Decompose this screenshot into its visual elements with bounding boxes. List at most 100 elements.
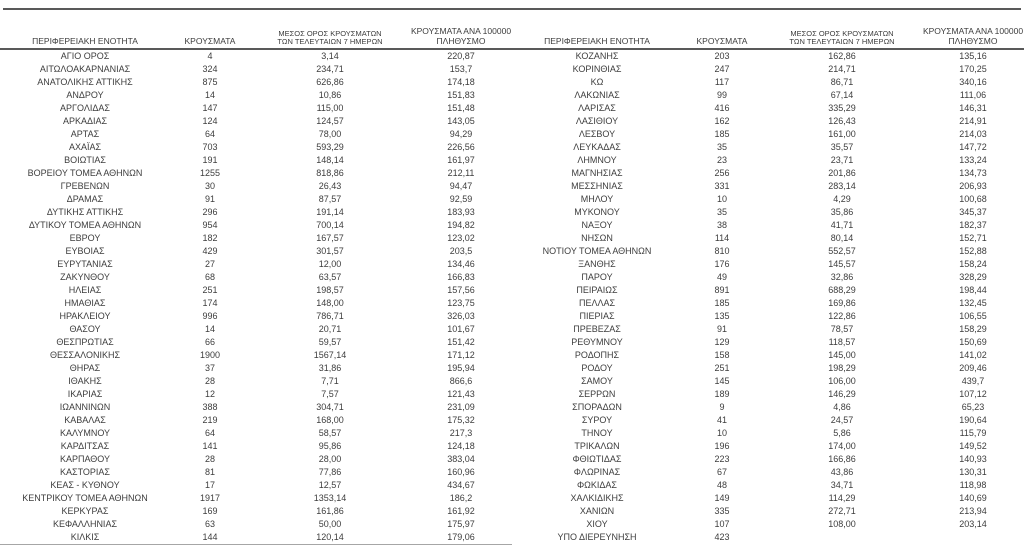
region-name: ΠΕΙΡΑΙΩΣ [576,285,618,295]
per100k-value: 213,94 [959,506,987,516]
avg7-value: 168,00 [316,415,344,425]
per100k-value: 107,12 [959,389,987,399]
table-row: ΡΟΔΟΠΗΣ 158 145,00 141,02 [512,349,1024,362]
table-row: ΛΗΜΝΟΥ 23 23,71 133,24 [512,154,1024,167]
cases-value: 4 [207,51,213,61]
region-name: ΜΕΣΣΗΝΙΑΣ [571,181,623,191]
avg7-value: 283,14 [828,181,856,191]
avg7-value: 12,57 [318,480,342,490]
column-header-per100k-line2: ΠΛΗΘΥΣΜΟ [948,36,998,47]
cases-value: 129 [714,337,730,347]
table-row: ΑΓΙΟ ΟΡΟΣ 4 3,14 220,87 [0,50,512,63]
right-table: ΠΕΡΙΦΕΡΕΙΑΚΗ ΕΝΟΤΗΤΑ ΚΡΟΥΣΜΑΤΑ ΜΕΣΟΣ ΟΡΟ… [512,12,1024,545]
region-name: ΣΑΜΟΥ [581,376,613,386]
per100k-value: 226,56 [447,142,475,152]
avg7-value [762,531,922,544]
region-name: ΛΗΜΝΟΥ [577,155,617,165]
region-name: ΑΙΤΩΛΟΑΚΑΡΝΑΝΙΑΣ [39,64,131,74]
table-row: ΚΑΣΤΟΡΙΑΣ 81 77,86 160,96 [0,466,512,479]
avg7-value: 4,29 [833,194,851,204]
table-row: ΒΟΙΩΤΙΑΣ 191 148,14 161,97 [0,154,512,167]
cases-value: 162 [714,116,730,126]
table-row: ΚΑΡΔΙΤΣΑΣ 141 95,86 124,18 [0,440,512,453]
table-row: ΧΑΝΙΩΝ 335 272,71 213,94 [512,505,1024,518]
per100k-value: 866,6 [449,376,473,386]
region-name: ΚΑΒΑΛΑΣ [64,415,106,425]
avg7-value: 148,14 [316,155,344,165]
avg7-value: 34,71 [830,480,854,490]
cases-value: 324 [202,64,218,74]
table-row: ΣΥΡΟΥ 41 24,57 190,64 [512,414,1024,427]
region-name: ΜΑΓΝΗΣΙΑΣ [571,168,623,178]
per100k-value: 160,96 [447,467,475,477]
region-name: ΚΑΛΥΜΝΟΥ [59,428,111,438]
cases-value: 17 [204,480,215,490]
per100k-value: 340,16 [959,77,987,87]
cases-value: 875 [202,77,218,87]
region-name: ΦΘΙΩΤΙΔΑΣ [572,454,622,464]
region-name: ΤΗΝΟΥ [581,428,613,438]
region-name: ΝΑΞΟΥ [581,220,613,230]
cases-value: 41 [716,415,727,425]
cases-value: 144 [202,532,218,542]
per100k-value: 153,7 [449,64,473,74]
cases-value: 996 [202,311,218,321]
per100k-value: 214,03 [959,129,987,139]
region-name: ΞΑΝΘΗΣ [578,259,616,269]
avg7-value: 301,57 [316,246,344,256]
table-row: ΝΟΤΙΟΥ ΤΟΜΕΑ ΑΘΗΝΩΝ 810 552,57 152,88 [512,245,1024,258]
avg7-value: 120,14 [316,532,344,542]
per100k-value: 151,83 [447,90,475,100]
table-row: ΜΗΛΟΥ 10 4,29 100,68 [512,193,1024,206]
avg7-value: 198,57 [316,285,344,295]
region-name: ΚΕΡΚΥΡΑΣ [61,506,109,516]
per100k-value: 182,37 [959,220,987,230]
cases-value: 810 [714,246,730,256]
per100k-value: 383,04 [447,454,475,464]
region-name: ΡΟΔΟΠΗΣ [574,350,620,360]
table-row: ΘΗΡΑΣ 37 31,86 195,94 [0,362,512,375]
per100k-value: 194,82 [447,220,475,230]
avg7-value: 7,57 [321,389,339,399]
region-name: ΙΚΑΡΙΑΣ [67,389,103,399]
region-name: ΧΑΝΙΩΝ [579,506,615,516]
avg7-value: 162,86 [828,51,856,61]
table-row: ΤΡΙΚΑΛΩΝ 196 174,00 149,52 [512,440,1024,453]
avg7-value: 198,29 [828,363,856,373]
cases-value: 99 [716,90,727,100]
per100k-value: 135,16 [959,51,987,61]
region-name: ΚΑΡΔΙΤΣΑΣ [60,441,110,451]
table-row: ΓΡΕΒΕΝΩΝ 30 26,43 94,47 [0,180,512,193]
cases-value: 149 [714,493,730,503]
table-row: ΣΠΟΡΑΔΩΝ 9 4,86 65,23 [512,401,1024,414]
table-row: ΝΑΞΟΥ 38 41,71 182,37 [512,219,1024,232]
table-row: ΠΕΛΛΑΣ 185 169,86 132,45 [512,297,1024,310]
column-header-cases: ΚΡΟΥΣΜΑΤΑ [184,36,236,47]
avg7-value: 108,00 [828,519,856,529]
table-row: ΦΛΩΡΙΝΑΣ 67 43,86 130,31 [512,466,1024,479]
per100k-value: 151,42 [447,337,475,347]
avg7-value: 35,57 [830,142,854,152]
column-header-avg7days-line1: ΜΕΣΟΣ ΟΡΟΣ ΚΡΟΥΣΜΑΤΩΝ [278,28,382,38]
table-row: ΜΕΣΣΗΝΙΑΣ 331 283,14 206,93 [512,180,1024,193]
table-row: ΚΕΡΚΥΡΑΣ 169 161,86 161,92 [0,505,512,518]
region-name: ΜΥΚΟΝΟΥ [574,207,620,217]
avg7-value: 786,71 [316,311,344,321]
avg7-value: 1567,14 [313,350,347,360]
per100k-value: 439,7 [961,376,985,386]
per100k-value: 134,73 [959,168,987,178]
region-name: ΧΙΟΥ [586,519,608,529]
region-name: ΚΟΖΑΝΗΣ [575,51,619,61]
per100k-value: 100,68 [959,194,987,204]
region-name: ΑΡΚΑΔΙΑΣ [62,116,108,126]
table-row: ΡΕΘΥΜΝΟΥ 129 118,57 150,69 [512,336,1024,349]
avg7-value: 50,00 [318,519,342,529]
table-row: ΛΑΚΩΝΙΑΣ 99 67,14 111,06 [512,89,1024,102]
column-header-avg7days-line2: ΤΩΝ ΤΕΛΕΥΤΑΙΩΝ 7 ΗΜΕΡΩΝ [277,37,383,47]
top-rule [3,8,1021,10]
per100k-value: 161,97 [447,155,475,165]
region-name: ΛΑΡΙΣΑΣ [578,103,616,113]
region-name: ΚΟΡΙΝΘΙΑΣ [572,64,622,74]
table-row: ΕΒΡΟΥ 182 167,57 123,02 [0,232,512,245]
